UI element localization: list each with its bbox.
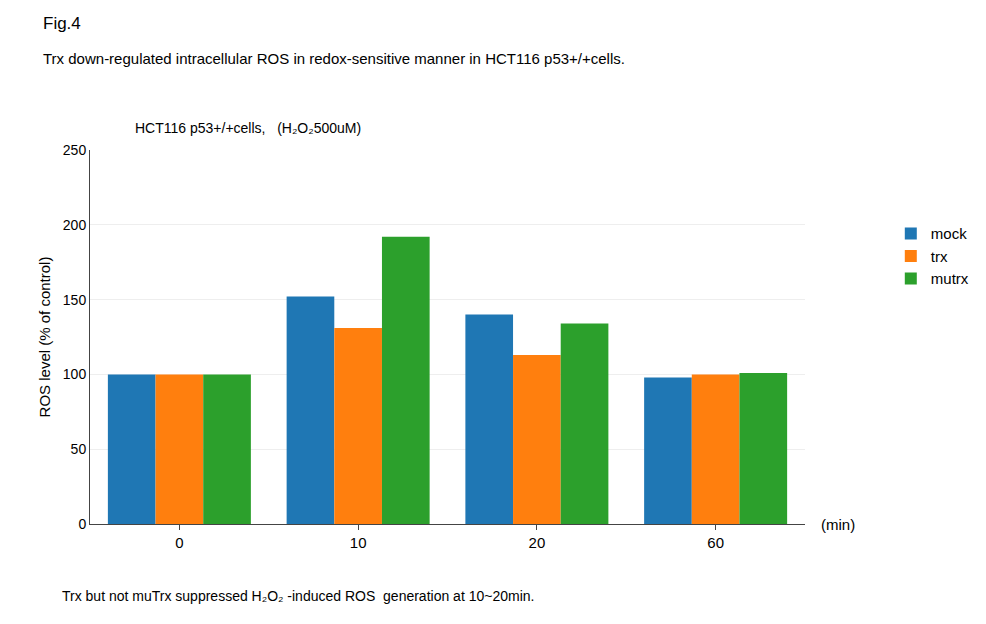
svg-text:Trx but not muTrx suppressed H: Trx but not muTrx suppressed H₂O₂ -induc… xyxy=(62,588,534,604)
svg-text:mutrx: mutrx xyxy=(931,270,969,287)
svg-text:200: 200 xyxy=(63,217,87,233)
svg-text:150: 150 xyxy=(63,292,87,308)
svg-text:10: 10 xyxy=(350,534,367,551)
svg-text:(min): (min) xyxy=(821,516,855,533)
svg-text:60: 60 xyxy=(707,534,724,551)
svg-text:ROS level (% of control): ROS level (% of control) xyxy=(36,257,53,418)
svg-text:100: 100 xyxy=(63,366,87,382)
svg-text:Trx down-regulated intracellul: Trx down-regulated intracellular ROS in … xyxy=(43,50,625,67)
svg-text:50: 50 xyxy=(71,441,87,457)
svg-text:20: 20 xyxy=(529,534,546,551)
svg-text:HCT116 p53+/+cells, (H₂O₂500: HCT116 p53+/+cells, (H₂O₂500uM) xyxy=(135,120,361,136)
svg-text:250: 250 xyxy=(63,142,87,158)
svg-text:0: 0 xyxy=(175,534,183,551)
svg-text:0: 0 xyxy=(78,516,86,532)
svg-text:mock: mock xyxy=(931,225,967,242)
svg-text:trx: trx xyxy=(931,248,948,265)
svg-text:Fig.4: Fig.4 xyxy=(43,14,81,33)
